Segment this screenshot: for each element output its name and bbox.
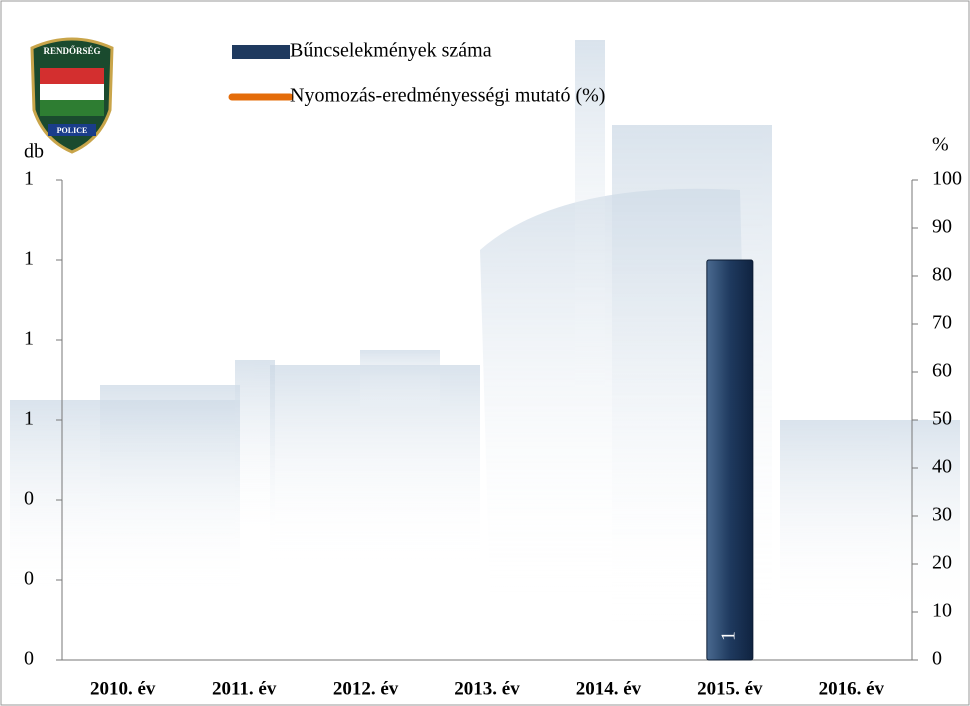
x-tick-label: 2014. év — [576, 678, 642, 699]
y-tick-label: 1 — [24, 168, 34, 190]
legend-label: Nyomozás-eredményességi mutató (%) — [290, 85, 605, 107]
y2-tick-label: 30 — [932, 504, 952, 526]
y-tick-label: 0 — [24, 648, 34, 670]
y2-axis-label: % — [932, 134, 949, 156]
y-tick-label: 0 — [24, 488, 34, 510]
data-label: 1 — [717, 631, 739, 641]
y2-tick-label: 0 — [932, 648, 942, 670]
x-tick-label: 2011. év — [212, 678, 277, 699]
logo: RENDŐRSÉG POLICE — [30, 37, 114, 154]
legend-swatch — [232, 45, 290, 59]
y2-tick-label: 90 — [932, 216, 952, 238]
y-tick-label: 1 — [24, 328, 34, 350]
x-tick-label: 2012. év — [333, 678, 399, 699]
x-tick-label: 2016. év — [819, 678, 885, 699]
y2-tick-label: 70 — [932, 312, 952, 334]
x-tick-label: 2013. év — [454, 678, 520, 699]
x-tick-label: 2010. év — [90, 678, 156, 699]
y-tick-label: 1 — [24, 248, 34, 270]
y2-tick-label: 10 — [932, 600, 952, 622]
y2-tick-label: 20 — [932, 552, 952, 574]
background-image — [10, 40, 960, 625]
x-tick-label: 2015. év — [697, 678, 763, 699]
y2-tick-label: 50 — [932, 408, 952, 430]
y2-tick-label: 100 — [932, 168, 962, 190]
bar — [706, 259, 754, 661]
logo-text: RENDŐRSÉG — [43, 46, 100, 56]
y-tick-label: 0 — [24, 568, 34, 590]
y2-tick-label: 60 — [932, 360, 952, 382]
logo-text: POLICE — [57, 126, 88, 135]
legend-label: Bűncselekmények száma — [290, 40, 492, 62]
y2-tick-label: 40 — [932, 456, 952, 478]
y2-tick-label: 80 — [932, 264, 952, 286]
y-tick-label: 1 — [24, 408, 34, 430]
y-axis-label: db — [24, 141, 44, 163]
